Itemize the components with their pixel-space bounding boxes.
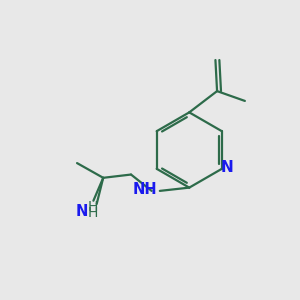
- Text: N: N: [76, 204, 88, 219]
- Text: NH: NH: [133, 182, 157, 197]
- Text: H: H: [88, 206, 98, 220]
- Text: H: H: [88, 200, 98, 214]
- Text: N: N: [221, 160, 233, 175]
